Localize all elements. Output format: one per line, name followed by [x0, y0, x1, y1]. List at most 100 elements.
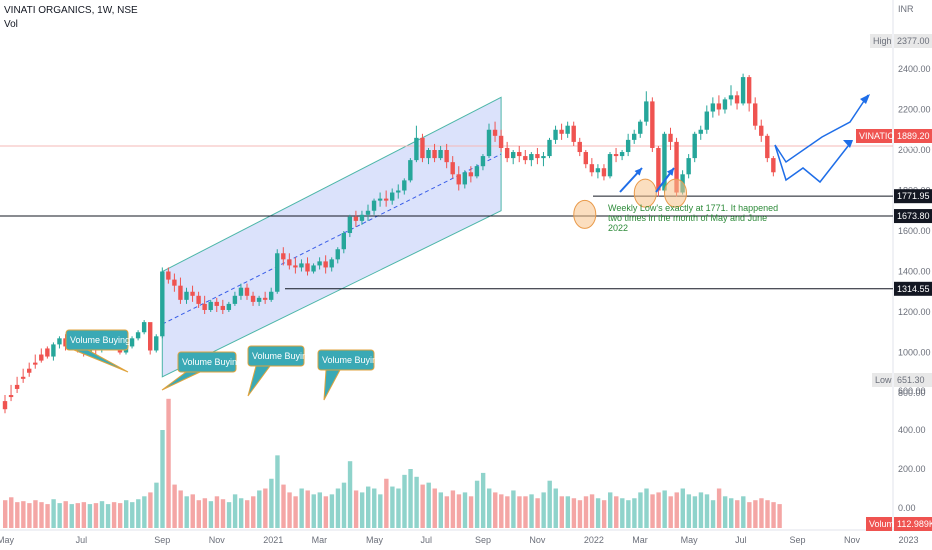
- volume-bar: [529, 494, 534, 528]
- volume-bar: [583, 496, 589, 528]
- candle-body: [595, 168, 601, 173]
- volume-bar: [735, 500, 740, 528]
- candle-body: [698, 129, 703, 134]
- volume-bar: [729, 498, 734, 528]
- candle-body: [444, 150, 449, 163]
- countdown-box: [894, 142, 932, 152]
- candle-body: [8, 395, 14, 398]
- candle-body: [420, 137, 425, 159]
- volume-bar: [75, 503, 80, 528]
- projection-arrowhead: [860, 94, 870, 104]
- time-tick-label: Nov: [844, 535, 861, 545]
- volume-bar: [130, 502, 135, 528]
- candle-body: [208, 301, 213, 310]
- volume-bar: [741, 496, 746, 528]
- candle-body: [202, 303, 207, 310]
- candle-body: [644, 101, 649, 122]
- level-price-label: 1673.80: [897, 211, 930, 221]
- volume-bar: [722, 496, 728, 528]
- volume-bar: [269, 478, 274, 528]
- currency-label: INR: [898, 4, 914, 14]
- time-tick-label: Jul: [421, 535, 433, 545]
- volume-bar: [341, 482, 347, 528]
- candle-body: [650, 101, 655, 148]
- projection-path-up: [774, 94, 869, 164]
- candle-body: [722, 99, 728, 110]
- current-price-tag: [856, 129, 892, 143]
- candle-body: [601, 168, 607, 177]
- volume-bar: [390, 486, 395, 528]
- price-tick-label: 2000.00: [898, 145, 931, 155]
- volume-bar: [299, 488, 304, 528]
- candle-body: [365, 210, 371, 215]
- volume-bar: [716, 488, 722, 528]
- pointer-arrowhead: [634, 168, 642, 176]
- level-price-label: 1771.95: [897, 191, 930, 201]
- volume-bar: [765, 500, 770, 528]
- volume-bar: [456, 494, 462, 528]
- candle-body: [232, 295, 238, 304]
- volume-bar: [420, 484, 425, 528]
- volume-bar: [511, 490, 516, 528]
- volume-bar: [704, 494, 710, 528]
- volume-bar: [136, 499, 141, 528]
- volume-bar: [148, 492, 153, 528]
- volume-bar: [214, 496, 220, 528]
- volume-bar: [547, 480, 552, 528]
- volume-bar: [275, 455, 280, 528]
- volume-bar: [281, 484, 286, 528]
- candle-body: [625, 139, 631, 153]
- time-tick-label: Nov: [209, 535, 226, 545]
- time-tick-label: May: [366, 535, 384, 545]
- volume-bar: [51, 499, 56, 528]
- volume-bar: [353, 490, 359, 528]
- candle-body: [299, 263, 304, 268]
- volume-bar: [105, 504, 111, 528]
- candle-body: [704, 111, 709, 130]
- volume-bar: [293, 496, 298, 528]
- candle-body: [456, 174, 461, 185]
- candle-body: [492, 129, 498, 136]
- volume-bar: [777, 504, 782, 528]
- candle-body: [498, 135, 504, 148]
- volume-buying-callout: [65, 329, 129, 351]
- candle-body: [293, 265, 298, 268]
- low-value: 651.30: [897, 375, 925, 385]
- volume-bar: [698, 492, 704, 528]
- pointer-arrowhead: [666, 168, 674, 176]
- callout-text: Volume Buying: [252, 351, 312, 361]
- volume-label: Vol: [4, 19, 18, 30]
- candle-body: [480, 156, 486, 167]
- candle-body: [541, 156, 546, 159]
- volume-value-box: [894, 517, 932, 531]
- volume-bar: [644, 488, 649, 528]
- candle-body: [383, 198, 389, 201]
- weekly-low-note: Weekly Low's exactly at 1771. It happene…: [608, 203, 778, 213]
- volume-bar: [359, 492, 365, 528]
- volume-bar: [608, 492, 613, 528]
- time-tick-label: Mar: [312, 535, 328, 545]
- candle-body: [20, 376, 26, 379]
- candle-body: [371, 200, 377, 211]
- volume-bar: [317, 492, 322, 528]
- volume-bar: [347, 461, 353, 528]
- weekly-low-note: 2022: [608, 223, 628, 233]
- candle-body: [390, 192, 395, 201]
- volume-bar: [33, 500, 38, 528]
- time-tick-label: Nov: [529, 535, 546, 545]
- volume-bar: [474, 480, 480, 528]
- candle-body: [347, 216, 353, 234]
- candle-body: [214, 301, 219, 306]
- candle-body: [250, 295, 256, 302]
- volume-bar: [142, 496, 147, 528]
- candle-body: [462, 172, 467, 185]
- volume-bar: [414, 476, 419, 528]
- candle-body: [311, 265, 316, 272]
- candle-body: [553, 129, 558, 140]
- candle-body: [565, 125, 570, 134]
- volume-bar: [571, 498, 577, 528]
- candle-body: [281, 253, 286, 260]
- candle-body: [468, 172, 474, 177]
